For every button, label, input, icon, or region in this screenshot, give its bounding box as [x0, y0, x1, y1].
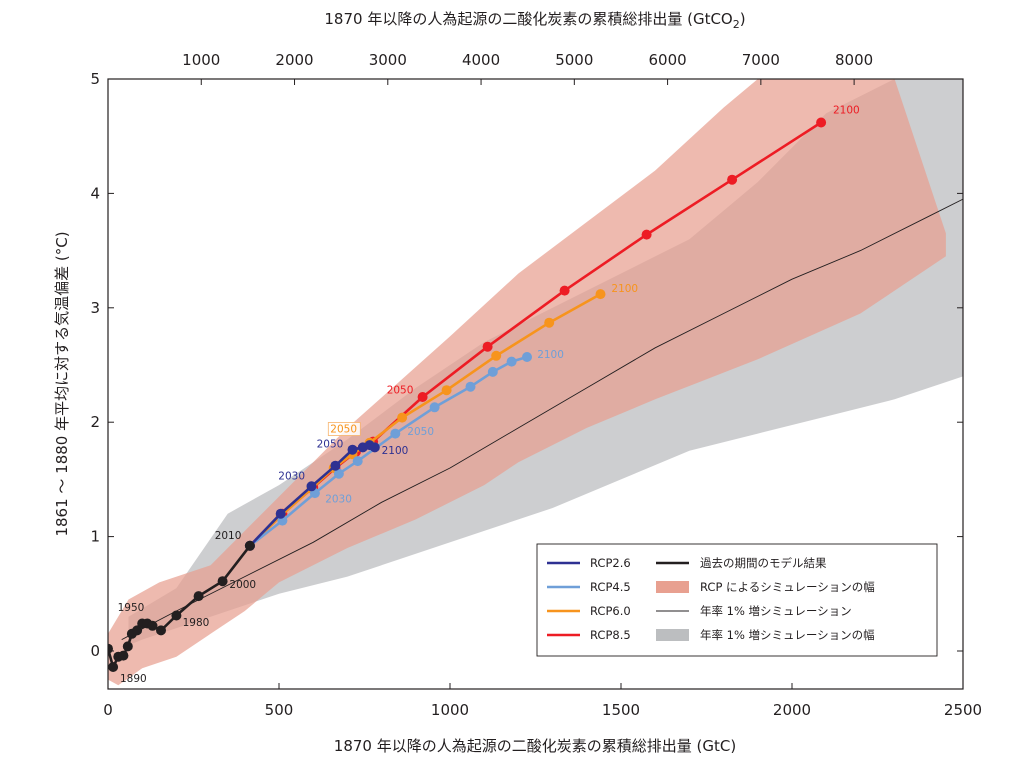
x2-tick-label: 3000: [369, 51, 407, 69]
y-tick-label: 3: [90, 299, 100, 317]
legend-swatch-box: [656, 629, 689, 641]
range-bands: [108, 79, 963, 686]
data-label: 2050: [387, 385, 414, 397]
rcp8-5-point: [727, 174, 738, 185]
rcp4-5-point: [429, 402, 440, 413]
rcp-range-band: [108, 79, 946, 686]
y-tick-label: 2: [90, 413, 100, 431]
rcp8-5-point: [816, 117, 827, 128]
legend-label: 過去の期間のモデル結果: [700, 556, 827, 570]
y-tick-label: 0: [90, 642, 100, 660]
data-label: 2050: [407, 426, 434, 438]
rcp8-5-point: [641, 229, 652, 240]
rcp4-5-point: [487, 366, 498, 377]
legend-swatch-box: [656, 581, 689, 593]
x-tick-label: 2500: [944, 701, 982, 719]
rcp6-0-point: [595, 289, 606, 300]
y-axis-title: 1861 ～ 1880 年平均に対する気温偏差 (°C): [53, 231, 71, 536]
axes: 0 500 1000 1500 2000 2500 0 1 2 3 4 5 1000 2000 3000 40…: [90, 51, 982, 719]
x-tick-label: 1000: [431, 701, 469, 719]
x2-tick-label: 5000: [555, 51, 593, 69]
legend-box: [536, 543, 938, 657]
onepct-line: [121, 198, 963, 640]
rcp4-5-point: [352, 456, 363, 467]
x2-tick-label: 8000: [835, 51, 873, 69]
data-label: 2100: [537, 349, 564, 361]
data-label: 2100: [611, 283, 638, 295]
data-label: 2100: [833, 104, 860, 116]
legend-label: RCP によるシミュレーションの幅: [700, 580, 875, 594]
plot-frame: [107, 78, 964, 690]
legend-label: RCP4.5: [590, 580, 631, 594]
historical-point: [171, 610, 182, 621]
legend-label: RCP8.5: [590, 628, 631, 642]
data-annotations: 1950 1890 1980 2000 2010 2030 2050 2050 2050 2100…: [118, 104, 860, 685]
historical-point: [122, 641, 133, 652]
rcp4-5-point: [390, 428, 401, 439]
legend: RCP2.6 RCP4.5 RCP6.0 RCP8.5 過去の期間のモデル結果 RCP に…: [536, 543, 938, 657]
rcp8-5-point: [559, 285, 570, 296]
x-tick-label: 500: [265, 701, 294, 719]
legend-label: 年率 1% 増シミュレーション: [700, 604, 852, 618]
x2-axis-title-main: 1870 年以降の人為起源の二酸化炭素の累積総排出量 (GtCO: [324, 10, 732, 28]
historical-point: [217, 576, 228, 587]
rcp8-5-point: [482, 341, 493, 352]
historical-point: [244, 540, 255, 551]
data-label: 1980: [183, 617, 210, 629]
rcp2-6-point: [330, 460, 341, 471]
rcp8-5-point: [417, 392, 428, 402]
data-label: 2030: [325, 493, 352, 505]
annotation-box: [327, 422, 361, 436]
y-tick-label: 5: [90, 70, 100, 88]
rcp6-0-point: [397, 412, 408, 423]
rcp2-6-point: [275, 508, 286, 519]
x-tick-label: 1500: [602, 701, 640, 719]
data-label: 2050: [317, 438, 344, 450]
rcp6-0-point: [544, 317, 555, 328]
historical-point: [132, 625, 143, 636]
x-tick-label: 2000: [773, 701, 811, 719]
x-tick-label: 0: [103, 701, 113, 719]
historical-point: [118, 650, 129, 661]
data-label: 1890: [120, 673, 147, 685]
rcp6-0-point: [491, 350, 502, 361]
historical-point: [193, 591, 204, 602]
rcp4-5-point: [506, 356, 517, 367]
rcp2-6-point: [347, 444, 358, 455]
x-axis-title: 1870 年以降の人為起源の二酸化炭素の累積総排出量 (GtC): [334, 737, 736, 755]
rcp4-5-point: [333, 468, 344, 479]
rcp2-6-point: [306, 481, 317, 492]
x2-tick-label: 7000: [742, 51, 780, 69]
historical-point: [108, 662, 119, 672]
x2-tick-label: 4000: [462, 51, 500, 69]
legend-label: RCP2.6: [590, 556, 631, 570]
legend-label: 年率 1% 増シミュレーションの幅: [700, 628, 875, 642]
x2-axis-title: 1870 年以降の人為起源の二酸化炭素の累積総排出量 (GtCO2): [324, 10, 745, 31]
legend-label: RCP6.0: [590, 604, 631, 618]
data-label: 2000: [229, 579, 256, 591]
data-label: 1950: [118, 602, 145, 614]
data-label: 2050: [330, 424, 357, 436]
y-tick-label: 4: [90, 184, 100, 202]
y-tick-label: 1: [90, 528, 100, 546]
x2-tick-label: 2000: [275, 51, 313, 69]
x2-axis-title-close: ): [740, 10, 746, 28]
data-label: 2100: [382, 445, 409, 457]
rcp4-5-point: [522, 352, 532, 362]
data-label: 2030: [278, 470, 305, 482]
x2-axis-title-sub: 2: [733, 18, 740, 31]
x2-tick-label: 1000: [182, 51, 220, 69]
historical-point: [156, 625, 166, 636]
series-lines: [108, 117, 963, 672]
rcp2-6-point: [369, 442, 380, 453]
rcp4-5-point: [465, 381, 476, 392]
x2-tick-label: 6000: [648, 51, 686, 69]
data-label: 2010: [215, 530, 242, 542]
historical-point: [147, 620, 158, 631]
rcp6-0-point: [441, 385, 452, 396]
